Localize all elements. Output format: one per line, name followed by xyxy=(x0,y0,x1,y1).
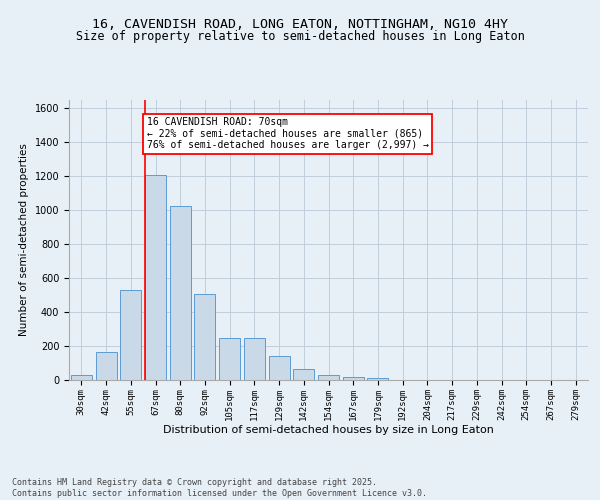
Bar xyxy=(120,290,141,380)
Bar xyxy=(244,338,265,380)
Bar xyxy=(95,352,116,380)
Bar xyxy=(194,294,215,380)
Bar xyxy=(170,206,191,380)
X-axis label: Distribution of semi-detached houses by size in Long Eaton: Distribution of semi-detached houses by … xyxy=(163,426,494,436)
Bar xyxy=(293,369,314,380)
Text: 16, CAVENDISH ROAD, LONG EATON, NOTTINGHAM, NG10 4HY: 16, CAVENDISH ROAD, LONG EATON, NOTTINGH… xyxy=(92,18,508,30)
Bar xyxy=(219,338,240,380)
Bar xyxy=(367,378,388,380)
Bar xyxy=(318,375,339,380)
Bar xyxy=(343,376,364,380)
Y-axis label: Number of semi-detached properties: Number of semi-detached properties xyxy=(19,144,29,336)
Bar xyxy=(145,174,166,380)
Bar xyxy=(269,356,290,380)
Text: Contains HM Land Registry data © Crown copyright and database right 2025.
Contai: Contains HM Land Registry data © Crown c… xyxy=(12,478,427,498)
Text: Size of property relative to semi-detached houses in Long Eaton: Size of property relative to semi-detach… xyxy=(76,30,524,43)
Text: 16 CAVENDISH ROAD: 70sqm
← 22% of semi-detached houses are smaller (865)
76% of : 16 CAVENDISH ROAD: 70sqm ← 22% of semi-d… xyxy=(147,117,429,150)
Bar xyxy=(71,375,92,380)
